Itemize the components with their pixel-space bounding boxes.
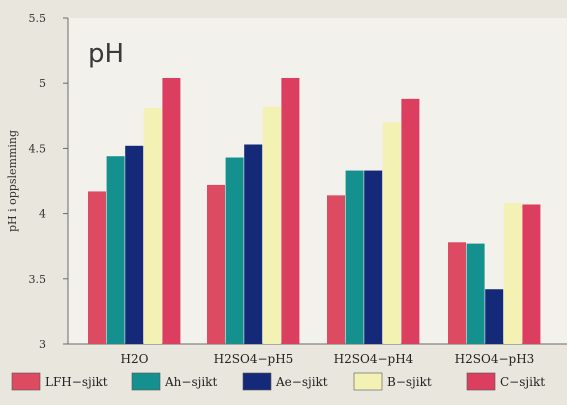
legend-label: LFH−sjikt bbox=[45, 375, 108, 389]
bar bbox=[125, 145, 144, 344]
bar bbox=[466, 243, 485, 344]
bar bbox=[244, 144, 263, 344]
bar bbox=[503, 203, 522, 344]
y-tick-label: 3 bbox=[39, 338, 46, 351]
bar bbox=[364, 170, 383, 344]
bar bbox=[382, 122, 401, 344]
bar bbox=[345, 170, 364, 344]
bar bbox=[448, 242, 466, 344]
y-tick-label: 3.5 bbox=[29, 273, 47, 286]
bar bbox=[281, 77, 300, 344]
legend-swatch bbox=[353, 372, 383, 391]
bar bbox=[88, 191, 106, 344]
legend: LFH−sjikt Ah−sjikt Ae−sjikt B−sjikt C−sjikt bbox=[11, 372, 545, 391]
x-tick-label: H2SO4−pH3 bbox=[455, 352, 535, 366]
y-tick-label: 5.5 bbox=[29, 12, 47, 25]
bar bbox=[225, 157, 244, 344]
y-ticks: 3 3.5 4 4.5 5 5.5 bbox=[29, 12, 68, 351]
legend-swatch bbox=[466, 372, 496, 391]
legend-label: C−sjikt bbox=[500, 375, 545, 389]
bar bbox=[401, 98, 420, 345]
legend-swatch bbox=[131, 372, 161, 391]
chart-title: pH bbox=[88, 39, 124, 69]
legend-swatch bbox=[11, 372, 41, 391]
legend-label: Ae−sjikt bbox=[275, 375, 328, 389]
bar bbox=[106, 156, 125, 344]
x-tick-label: H2O bbox=[121, 352, 149, 366]
y-tick-label: 4.5 bbox=[29, 142, 47, 155]
bar bbox=[162, 77, 181, 344]
x-tick-labels: H2O H2SO4−pH5 H2SO4−pH4 H2SO4−pH3 bbox=[121, 352, 535, 366]
y-axis-label: pH i oppslemming bbox=[6, 130, 19, 232]
x-tick-label: H2SO4−pH5 bbox=[214, 352, 294, 366]
bar bbox=[143, 107, 162, 344]
bar bbox=[485, 289, 504, 344]
legend-label: Ah−sjikt bbox=[164, 375, 217, 389]
legend-swatch bbox=[242, 372, 272, 391]
y-tick-label: 5 bbox=[39, 77, 46, 90]
y-tick-label: 4 bbox=[39, 208, 46, 221]
x-tick-label: H2SO4−pH4 bbox=[334, 352, 414, 366]
bar bbox=[207, 184, 225, 344]
bars bbox=[88, 77, 541, 345]
bar bbox=[262, 106, 281, 344]
bar bbox=[522, 204, 541, 344]
legend-label: B−sjikt bbox=[387, 375, 432, 389]
bar bbox=[327, 195, 345, 344]
